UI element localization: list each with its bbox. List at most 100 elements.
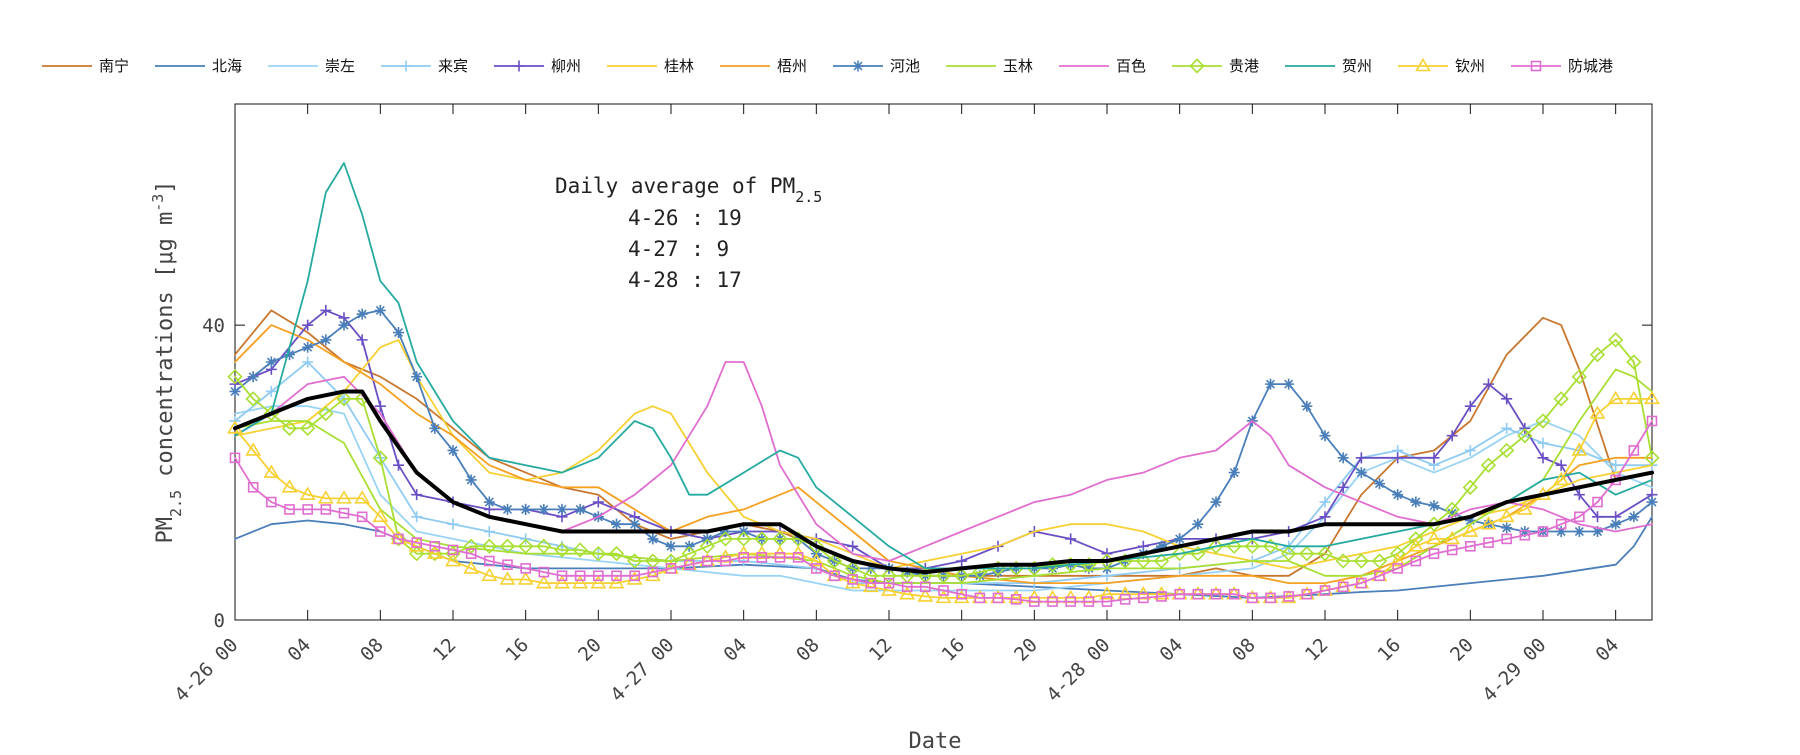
data-point	[411, 537, 422, 548]
data-point	[302, 504, 313, 515]
data-point	[1228, 588, 1240, 600]
data-point	[1517, 428, 1533, 444]
x-tick-label: 12	[1301, 634, 1333, 666]
legend-label: 贵港	[1229, 57, 1259, 75]
y-axis-label-sub: 2.5	[167, 490, 185, 517]
data-point	[1462, 479, 1478, 495]
legend-marker	[1415, 57, 1431, 72]
data-point	[411, 511, 423, 523]
data-point	[374, 304, 386, 316]
data-point	[1153, 553, 1170, 569]
data-point	[1301, 588, 1313, 600]
data-point	[1355, 467, 1367, 479]
x-axis-label: Date	[909, 729, 962, 750]
data-point	[247, 482, 259, 493]
data-point	[1047, 596, 1058, 607]
data-point	[1607, 390, 1624, 405]
legend-label: 百色	[1116, 57, 1146, 75]
data-point	[1317, 546, 1333, 562]
data-point	[538, 503, 550, 515]
data-point	[592, 496, 604, 508]
data-point	[374, 400, 386, 412]
data-point	[483, 496, 495, 508]
data-point	[302, 356, 314, 368]
data-point	[517, 571, 534, 585]
data-point	[1374, 570, 1385, 582]
data-point	[738, 552, 749, 563]
data-point	[317, 490, 334, 504]
data-point	[1392, 563, 1403, 574]
data-point	[1156, 591, 1167, 602]
data-point	[499, 538, 516, 554]
data-point	[829, 570, 840, 582]
data-point	[1446, 430, 1458, 442]
data-point	[865, 577, 877, 589]
data-point	[1519, 529, 1531, 541]
legend-label: 南宁	[99, 57, 129, 75]
data-point	[1410, 496, 1422, 508]
data-point	[411, 489, 423, 501]
data-point	[883, 577, 895, 589]
data-point	[1283, 591, 1294, 602]
data-point	[284, 349, 295, 361]
data-point	[611, 518, 622, 530]
data-point	[844, 575, 861, 589]
data-point	[1174, 588, 1185, 600]
data-point	[1464, 444, 1476, 456]
data-point	[1208, 538, 1224, 554]
data-point	[627, 553, 643, 569]
x-tick-label: 08	[356, 634, 388, 666]
data-point	[920, 581, 931, 593]
legend-item: 来宾	[381, 57, 468, 75]
data-point	[536, 538, 552, 554]
data-point	[572, 575, 589, 589]
data-point	[881, 582, 897, 596]
data-point	[1172, 546, 1188, 562]
data-point	[1319, 430, 1331, 442]
data-point	[1047, 562, 1058, 574]
data-point	[974, 592, 986, 604]
data-point	[1501, 422, 1513, 434]
data-point	[574, 570, 586, 582]
data-point	[1426, 530, 1442, 545]
data-point	[481, 567, 498, 582]
data-point	[336, 391, 352, 407]
legend-item: 桂林	[607, 57, 694, 75]
data-point	[938, 585, 949, 596]
data-point	[320, 504, 332, 515]
data-point	[1210, 588, 1222, 600]
data-point	[556, 570, 568, 582]
data-point	[266, 496, 277, 508]
data-point	[847, 540, 859, 552]
data-point	[1625, 390, 1642, 405]
annotation-title-main: Daily average of PM	[555, 174, 795, 198]
data-point	[556, 503, 568, 515]
data-point	[699, 538, 715, 554]
data-point	[372, 450, 388, 466]
data-point	[538, 566, 550, 578]
data-point	[1337, 481, 1349, 493]
data-point	[393, 327, 404, 339]
legend-label: 桂林	[664, 57, 694, 75]
data-point	[1462, 523, 1479, 537]
data-point	[1444, 530, 1461, 545]
data-point	[1480, 457, 1497, 473]
data-point	[1319, 585, 1331, 596]
data-point	[372, 508, 389, 523]
data-point	[647, 566, 659, 578]
legend-label: 崇左	[325, 57, 355, 75]
data-point	[465, 548, 477, 559]
legend-marker	[513, 60, 525, 72]
data-point	[1356, 577, 1367, 589]
legend-marker	[852, 60, 864, 72]
data-point	[1592, 511, 1603, 523]
legend-item: 南宁	[42, 57, 129, 75]
series-line	[234, 309, 1653, 577]
series-玉林	[234, 368, 1653, 584]
annotation-title-sub: 2.5	[795, 188, 822, 206]
data-point	[1555, 459, 1567, 471]
data-point	[647, 533, 659, 545]
data-point	[1101, 596, 1113, 607]
data-point	[1592, 526, 1603, 538]
